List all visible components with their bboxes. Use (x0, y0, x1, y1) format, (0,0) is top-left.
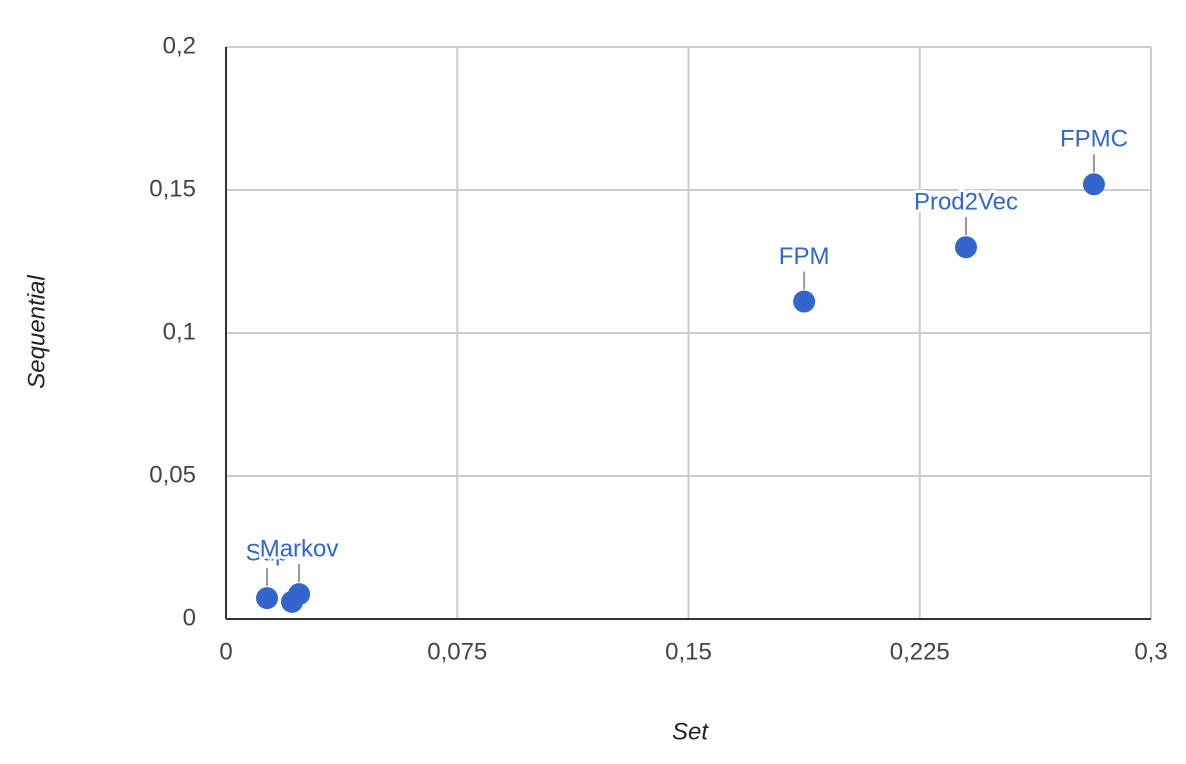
point-label: Markov (260, 535, 339, 562)
y-tick-label: 0 (183, 604, 196, 631)
y-tick-label: 0,05 (149, 461, 196, 488)
x-tick-label: 0,225 (890, 638, 950, 665)
x-axis-title: Set (672, 718, 709, 745)
point (1082, 173, 1105, 196)
y-tick-label: 0,1 (163, 318, 196, 345)
point (793, 290, 816, 313)
y-axis-title: Sequential (23, 275, 50, 389)
x-tick-label: 0 (219, 638, 232, 665)
y-tick-label: 0,2 (163, 32, 196, 59)
point-label: Prod2Vec (914, 189, 1018, 216)
point-label: FPMC (1060, 126, 1128, 153)
point (256, 587, 279, 610)
x-tick-label: 0,3 (1134, 638, 1167, 665)
x-tick-label: 0,15 (665, 638, 712, 665)
point (955, 236, 977, 259)
y-tick-label: 0,15 (149, 175, 196, 202)
point-label: Sup (246, 539, 289, 566)
point (288, 583, 311, 606)
x-tick-label: 0,075 (427, 638, 487, 665)
point-label: FPM (779, 243, 830, 270)
